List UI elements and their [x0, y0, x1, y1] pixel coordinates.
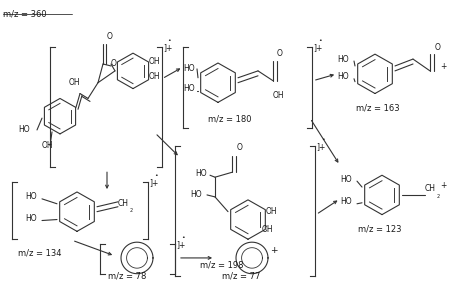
- Text: OH: OH: [149, 56, 161, 65]
- Text: 2: 2: [437, 194, 440, 199]
- Text: O: O: [107, 32, 113, 41]
- Text: HO: HO: [183, 64, 195, 73]
- Text: O: O: [435, 43, 441, 52]
- Text: HO: HO: [190, 190, 201, 199]
- Text: m/z = 134: m/z = 134: [18, 248, 62, 257]
- Text: m/z = 77: m/z = 77: [222, 272, 260, 281]
- Text: •: •: [167, 38, 171, 43]
- Text: •: •: [318, 38, 322, 43]
- Text: O: O: [237, 143, 243, 152]
- Text: HO: HO: [340, 197, 352, 206]
- Text: HO: HO: [18, 125, 29, 135]
- Text: ]+: ]+: [176, 240, 185, 249]
- Text: ]+: ]+: [163, 43, 173, 52]
- Text: HO: HO: [25, 192, 36, 201]
- Text: •: •: [154, 173, 158, 178]
- Text: O: O: [277, 49, 283, 58]
- Text: +: +: [440, 62, 447, 71]
- Text: OH: OH: [68, 78, 80, 87]
- Text: m/z = 180: m/z = 180: [208, 114, 252, 123]
- Text: m/z = 123: m/z = 123: [358, 224, 401, 233]
- Text: m/z = 78: m/z = 78: [108, 272, 146, 281]
- Text: HO: HO: [340, 175, 352, 184]
- Text: HO: HO: [183, 84, 195, 93]
- Text: m/z = 360: m/z = 360: [3, 10, 46, 19]
- Text: •: •: [321, 137, 325, 142]
- Text: m/z = 198: m/z = 198: [200, 261, 244, 270]
- Text: CH: CH: [425, 184, 436, 193]
- Text: HO: HO: [337, 55, 348, 63]
- Text: OH: OH: [149, 72, 161, 81]
- Text: ]+: ]+: [313, 43, 322, 52]
- Text: ]+: ]+: [149, 178, 158, 187]
- Text: HO: HO: [337, 72, 348, 81]
- Text: O: O: [111, 60, 117, 69]
- Text: ]+: ]+: [316, 142, 325, 151]
- Text: 2: 2: [130, 208, 133, 213]
- Text: OH: OH: [262, 225, 273, 234]
- Text: HO: HO: [25, 214, 36, 223]
- Text: +: +: [440, 181, 447, 190]
- Text: •: •: [181, 235, 185, 240]
- Text: OH: OH: [266, 207, 278, 216]
- Text: HO: HO: [195, 169, 207, 178]
- Text: OH: OH: [273, 91, 284, 100]
- Text: +: +: [270, 246, 277, 255]
- Text: OH: OH: [42, 141, 54, 150]
- Text: m/z = 163: m/z = 163: [356, 103, 400, 112]
- Text: CH: CH: [118, 199, 129, 208]
